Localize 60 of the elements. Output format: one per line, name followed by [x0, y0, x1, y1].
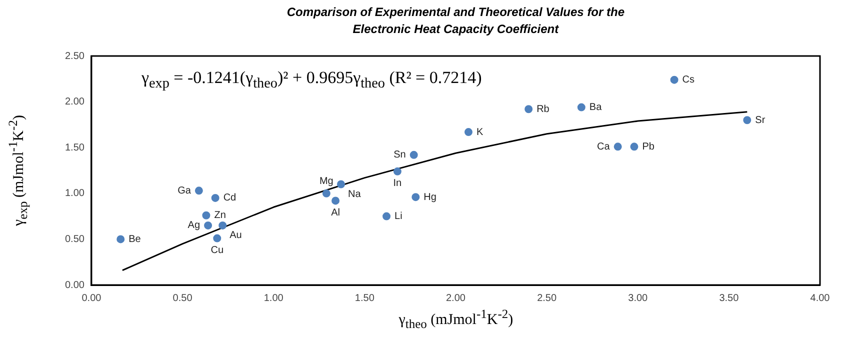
point [322, 189, 330, 198]
y-tick-label: 1.50 [64, 142, 85, 154]
point [382, 212, 391, 220]
annotation: Mg [319, 176, 334, 188]
annotation: Cu [210, 245, 224, 256]
point [211, 194, 220, 202]
point [410, 150, 418, 159]
annotation: Ca [597, 141, 610, 152]
annotation: Ag [188, 220, 200, 232]
y-tick-label: 1.00 [64, 188, 85, 200]
point [218, 221, 227, 230]
annotation: Hg [424, 192, 436, 203]
annotation: Rb [536, 104, 550, 115]
point [412, 193, 420, 202]
annotation: Ga [178, 185, 192, 196]
point [202, 211, 210, 220]
point [670, 76, 678, 84]
x-tick-label: 0.00 [82, 292, 102, 304]
x-tick-label: 4.00 [810, 292, 830, 304]
annotation: Pb [642, 141, 655, 152]
annotation: Li [394, 211, 402, 222]
annotation: Na [348, 188, 362, 200]
y-tick-label: 2.00 [64, 96, 85, 108]
annotation: Al [331, 207, 340, 218]
annotation: γ$_{exp}$ = -0.1241(γ$_{theo}$)² + 0.9695γ$_{theo}$ (R² = 0.7214) [141, 68, 482, 92]
chart-title: Comparison of Experimental and Theoretical Values for the Electronic Heat Capacity Coefficient [286, 4, 626, 38]
point [524, 105, 533, 114]
point [336, 180, 345, 188]
x-tick-label: 3.00 [628, 292, 648, 304]
point [743, 116, 752, 124]
x-tick-label: 1.50 [354, 292, 375, 304]
annotation: In [393, 178, 402, 190]
annotation: Cs [682, 74, 695, 86]
annotation: Be [128, 234, 142, 245]
point [116, 235, 125, 244]
point [630, 142, 638, 151]
annotation: Ba [589, 102, 602, 114]
annotation: K [476, 126, 484, 138]
point [393, 167, 402, 176]
annotation: Cd [223, 192, 236, 204]
x-tick-label: 0.50 [172, 292, 193, 304]
x-tick-label: 2.50 [537, 292, 557, 304]
annotation: Zn [214, 210, 226, 222]
x-tick-label: 2.00 [446, 292, 466, 304]
point [332, 196, 340, 205]
annotation: Au [230, 230, 242, 242]
annotation: Sr [755, 114, 766, 126]
x-tick-label: 3.50 [719, 292, 740, 304]
point [614, 142, 622, 151]
x-axis-title: γ$_{theo}$ (mJmol$^{-1}$K$^{-2}$) [398, 307, 514, 332]
point [577, 103, 586, 112]
y-tick-label: 0.50 [64, 234, 85, 245]
point [194, 186, 203, 195]
x-tick-label: 1.00 [264, 292, 284, 304]
point [213, 234, 222, 242]
point [204, 221, 212, 230]
y-tick-label: 0.00 [64, 280, 85, 291]
y-tick-label: 2.50 [64, 50, 85, 62]
point [464, 128, 472, 136]
annotation: Sn [394, 150, 406, 161]
